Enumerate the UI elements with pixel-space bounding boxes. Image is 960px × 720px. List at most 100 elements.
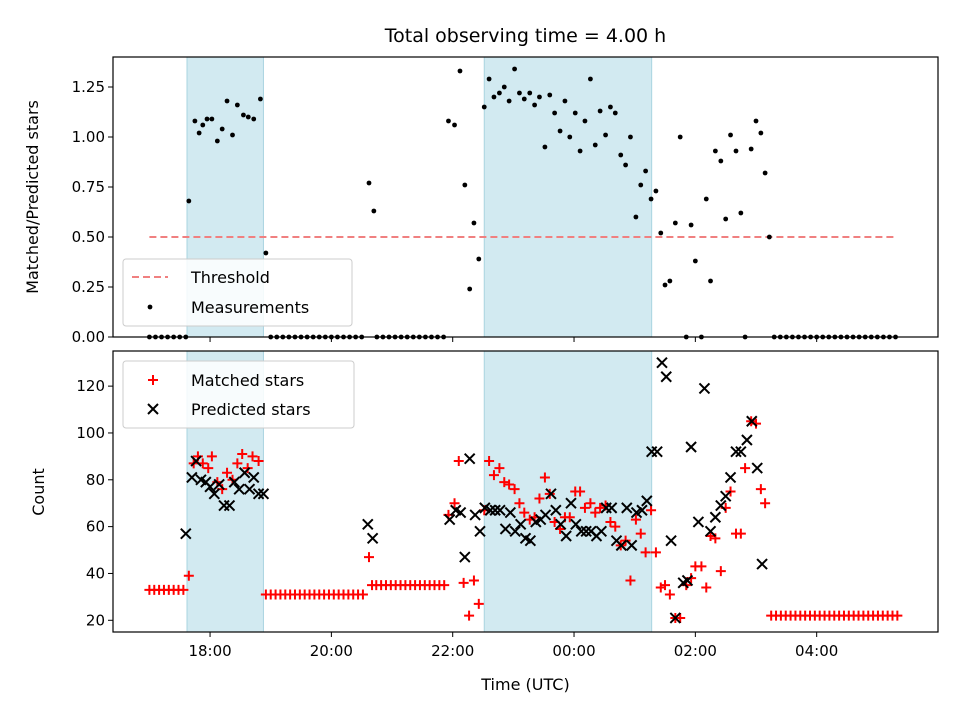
measurement-point [766, 234, 772, 240]
measurement-point [688, 222, 694, 228]
matched-star-point [178, 584, 189, 595]
matched-star-point [534, 493, 545, 504]
predicted-star-point [692, 516, 705, 528]
matched-star-point [232, 458, 243, 469]
matched-star-point [509, 484, 520, 495]
measurement-point [552, 110, 558, 116]
top-y-tick-label: 0.25 [72, 278, 105, 296]
predicted-star-point [539, 509, 552, 521]
x-tick-label: 04:00 [795, 642, 838, 660]
matched-star-point [575, 486, 586, 497]
x-tick-label: 02:00 [674, 642, 717, 660]
measurement-point [537, 94, 542, 100]
predicted-star-point [454, 506, 467, 519]
measurement-point [582, 118, 588, 124]
measurement-point [692, 258, 698, 264]
measurement-point [200, 122, 206, 128]
x-tick-label: 00:00 [552, 642, 595, 660]
predicted-star-point [204, 481, 216, 493]
measurement-point [446, 118, 451, 124]
measurement-point [224, 98, 230, 104]
measurement-point [577, 148, 583, 154]
predicted-star-point [228, 476, 241, 488]
measurement-point [457, 68, 463, 74]
x-tick-label: 20:00 [310, 642, 353, 660]
predicted-star-point [545, 488, 557, 500]
matched-star-point [453, 456, 464, 467]
measurement-point [196, 130, 202, 136]
matched-star-point [625, 575, 636, 586]
predicted-star-point [186, 471, 198, 484]
measurement-point [597, 108, 603, 114]
predicted-star-point [615, 539, 628, 552]
predicted-star-point [715, 499, 727, 512]
predicted-star-point [605, 502, 618, 514]
legend-measurements-swatch [147, 304, 153, 310]
measurement-point [557, 128, 563, 134]
measurement-point [672, 220, 678, 226]
predicted-star-point [257, 488, 270, 500]
matched-star-point [203, 463, 214, 474]
matched-star-point [468, 575, 479, 586]
matched-star-point [449, 498, 460, 509]
measurement-point [562, 98, 568, 104]
predicted-star-point [208, 488, 221, 500]
measurement-point [603, 132, 608, 138]
predicted-star-point [681, 574, 694, 587]
predicted-star-point [524, 534, 537, 547]
measurement-point [263, 250, 269, 256]
legend-measurements-label: Measurements [191, 298, 309, 317]
predicted-star-point [580, 525, 592, 538]
predicted-star-point [730, 445, 742, 458]
matched-star-point [630, 514, 641, 525]
matched-star-point [579, 502, 590, 513]
measurement-point [521, 96, 527, 102]
measurement-point [467, 286, 473, 292]
matched-star-point [585, 498, 596, 509]
predicted-star-point [366, 532, 379, 545]
matched-star-point [484, 456, 495, 467]
legend-threshold-label: Threshold [190, 268, 270, 287]
predicted-star-point [656, 357, 668, 369]
predicted-star-point [499, 523, 512, 535]
matched-star-point [237, 449, 248, 460]
measurement-point [476, 256, 482, 262]
predicted-star-point [595, 525, 608, 538]
top-y-axis-label: Matched/Predicted stars [23, 100, 42, 294]
chart-title: Total observing time = 4.00 h [384, 25, 666, 47]
measurement-point [567, 134, 573, 140]
predicted-star-point [489, 504, 501, 516]
matched-star-point [464, 610, 475, 621]
bottom-y-tick-label: 120 [76, 377, 105, 395]
top-legend: Threshold Measurements [122, 258, 353, 327]
top-y-tick-label: 0.75 [72, 178, 105, 196]
matched-star-point [514, 498, 525, 509]
measurement-point [462, 182, 468, 188]
x-tick-label: 22:00 [431, 642, 474, 660]
matched-star-point [439, 580, 450, 591]
legend-box [122, 258, 353, 327]
matched-star-point [605, 516, 616, 527]
predicted-star-point [621, 502, 633, 514]
measurement-point [628, 134, 633, 140]
measurement-point [633, 214, 639, 220]
predicted-star-point [660, 371, 672, 383]
measurement-point [527, 90, 533, 96]
bottom-y-tick-label: 60 [86, 518, 105, 536]
bottom-y-tick-label: 80 [86, 471, 105, 489]
matched-star-point [701, 582, 712, 593]
measurement-point [204, 116, 210, 122]
measurement-point [592, 142, 598, 148]
legend-box [122, 360, 355, 429]
legend-predicted-label: Predicted stars [191, 400, 311, 419]
predicted-star-point [560, 530, 572, 542]
x-tick-label: 18:00 [188, 642, 231, 660]
measurement-point [491, 94, 497, 100]
matched-star-point [715, 566, 726, 577]
bottom-legend: Matched stars Predicted stars [122, 360, 355, 429]
measurement-point [723, 216, 729, 222]
bottom-y-tick-label: 40 [86, 564, 105, 582]
predicted-star-point [625, 539, 638, 552]
matched-star-point [183, 570, 194, 581]
